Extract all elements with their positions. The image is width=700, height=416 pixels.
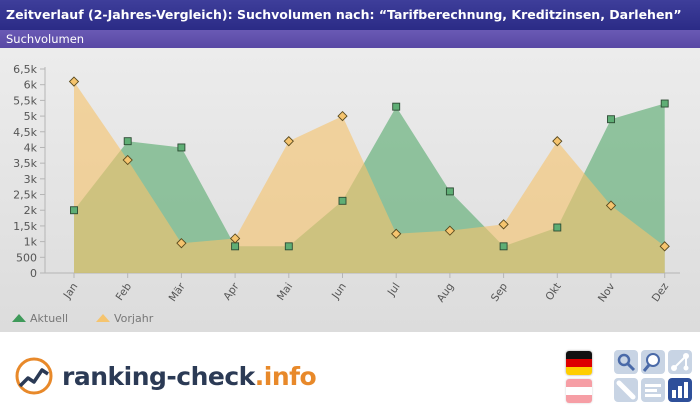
area-chart: 0 500 1k 1,5k 2k 2,5k 3k 3,5k 4k 4,5k 5k 5,5k 6k 6,5k… (12, 63, 680, 325)
data-point-aktuell (499, 242, 508, 251)
logo-name: ranking-check (62, 361, 255, 391)
y-tick-label: 5,5k (13, 94, 37, 107)
y-tick-label: 2k (24, 204, 38, 217)
data-point-aktuell (607, 115, 615, 124)
data-point-vorjahr (444, 225, 456, 236)
zoom-tool-icon[interactable] (641, 350, 665, 374)
logo-domain: .info (254, 361, 317, 391)
data-point-vorjahr (552, 136, 563, 147)
legend-label-aktuell: Aktuell (30, 312, 68, 325)
ranking-check-logo[interactable]: ranking-check.info (14, 354, 317, 398)
data-point-vorjahr (122, 154, 133, 166)
y-tick-label: 5k (24, 110, 38, 123)
y-tick-label: 6,5k (13, 63, 37, 76)
x-tick-label: Jun (329, 281, 349, 302)
germany-flag-icon[interactable] (566, 351, 592, 375)
chart-subtitle: Suchvolumen (0, 30, 700, 48)
legend-marker-aktuell (12, 314, 26, 322)
chart-tool-icon[interactable] (668, 378, 692, 402)
x-tick-label: Feb (114, 281, 135, 303)
x-tick-label: Apr (221, 280, 242, 302)
chart-area: 0 500 1k 1,5k 2k 2,5k 3k 3,5k 4k 4,5k 5k 5,5k 6k 6,5k… (0, 48, 700, 332)
x-tick-label: Jul (385, 281, 403, 299)
legend-marker-vorjahr (96, 314, 110, 322)
y-tick-label: 6k (24, 79, 38, 92)
y-tick-label: 4,5k (13, 126, 37, 139)
y-tick-label: 2,5k (13, 189, 37, 202)
list-tool-icon[interactable] (641, 378, 665, 402)
data-point-aktuell (445, 187, 454, 196)
language-flags (566, 351, 592, 407)
x-tick-label: Aug (435, 281, 457, 305)
data-point-aktuell (70, 206, 78, 215)
x-tick-label: Nov (596, 281, 618, 305)
data-point-vorjahr (605, 200, 617, 211)
data-point-vorjahr (498, 219, 509, 230)
logo-chart-icon (15, 357, 53, 395)
data-point-vorjahr (229, 233, 241, 244)
y-tick-label: 4k (24, 141, 38, 154)
chart-title: Zeitverlauf (2-Jahres-Vergleich): Suchvo… (0, 0, 700, 30)
y-tick-label: 1,5k (13, 220, 37, 233)
data-point-aktuell (177, 143, 186, 152)
y-tick-label: 0 (30, 267, 37, 280)
data-point-vorjahr (68, 76, 80, 87)
x-tick-label: Jan (61, 281, 81, 302)
legend-label-vorjahr: Vorjahr (114, 312, 154, 325)
area-vorjahr (74, 81, 665, 273)
data-point-aktuell (284, 242, 293, 251)
y-tick-label: 500 (16, 251, 37, 264)
y-tick-label: 3,5k (13, 157, 37, 170)
data-point-aktuell (231, 242, 240, 251)
data-point-vorjahr (391, 228, 402, 239)
data-point-aktuell (392, 102, 401, 111)
x-tick-label: Sep (489, 281, 510, 304)
data-point-aktuell (338, 196, 347, 205)
data-point-vorjahr (283, 136, 294, 147)
data-point-aktuell (123, 137, 132, 146)
y-tick-label: 1k (24, 236, 38, 249)
x-tick-label: Mär (167, 280, 189, 304)
data-point-aktuell (660, 99, 669, 108)
footer: ranking-check.info (0, 332, 700, 416)
data-point-vorjahr (176, 238, 187, 249)
network-tool-icon[interactable] (668, 350, 692, 374)
search-tool-icon[interactable] (614, 350, 638, 374)
austria-flag-icon[interactable] (566, 379, 592, 403)
tool-icons (614, 350, 692, 404)
y-tick-label: 3k (24, 173, 38, 186)
data-point-aktuell (553, 223, 562, 232)
x-tick-label: Okt (543, 281, 563, 303)
edit-tool-icon[interactable] (614, 378, 638, 402)
x-tick-label: Mai (275, 281, 295, 303)
data-point-vorjahr (337, 110, 348, 122)
data-point-vorjahr (659, 241, 670, 252)
x-tick-label: Dez (650, 280, 672, 304)
